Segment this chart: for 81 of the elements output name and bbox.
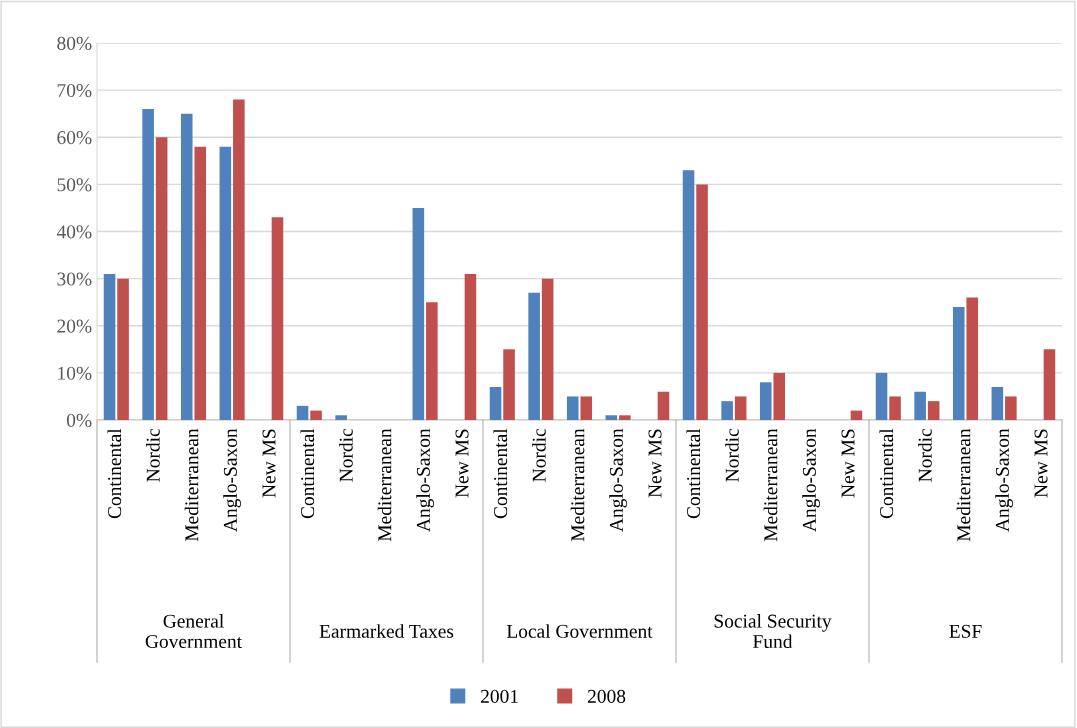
bar bbox=[142, 108, 154, 420]
y-tick-label: 70% bbox=[57, 83, 92, 98]
legend-label: 2008 bbox=[587, 689, 626, 703]
text: ESF bbox=[949, 624, 982, 638]
text: General Government bbox=[145, 614, 242, 649]
bar bbox=[927, 401, 940, 420]
x-tick-label: Continental bbox=[493, 428, 508, 519]
x-tick-label: Mediterranean bbox=[570, 428, 585, 542]
bar bbox=[721, 401, 733, 420]
text: Local Government bbox=[506, 624, 653, 638]
bar bbox=[503, 349, 515, 420]
x-tick-label: New MS bbox=[648, 429, 662, 498]
bar bbox=[194, 146, 207, 420]
bar bbox=[296, 405, 309, 420]
bar bbox=[875, 372, 888, 420]
x-tick-label: Anglo-Saxon bbox=[802, 428, 820, 532]
y-tick-label: 10% bbox=[58, 366, 92, 380]
bar bbox=[734, 396, 747, 420]
bar bbox=[657, 391, 670, 420]
bar bbox=[605, 415, 618, 420]
y-tick-label: 40% bbox=[56, 225, 92, 239]
bar bbox=[696, 184, 708, 420]
bar bbox=[233, 99, 245, 420]
x-tick-label: Mediterranean bbox=[956, 428, 971, 542]
bar bbox=[991, 387, 1004, 420]
bar bbox=[271, 217, 284, 420]
x-tick-label: Continental bbox=[107, 428, 122, 519]
bar bbox=[889, 396, 901, 420]
bar bbox=[310, 410, 322, 420]
x-tick-label: Mediterranean bbox=[184, 428, 199, 542]
bar bbox=[117, 278, 129, 420]
x-tick-label: Nordic bbox=[146, 428, 160, 482]
x-tick-label: New MS bbox=[1034, 429, 1048, 498]
bar bbox=[103, 273, 116, 420]
text: Earmarked Taxes bbox=[319, 624, 454, 638]
bar bbox=[335, 415, 347, 420]
bar bbox=[619, 415, 631, 420]
bar bbox=[850, 410, 863, 420]
bar bbox=[426, 302, 438, 420]
x-tick-label: Nordic bbox=[532, 428, 546, 482]
x-tick-label: New MS bbox=[841, 429, 855, 498]
x-tick-label: Anglo-Saxon bbox=[609, 428, 627, 532]
x-tick-label: Anglo-Saxon bbox=[223, 428, 241, 532]
y-tick-label: 20% bbox=[57, 319, 92, 333]
bar bbox=[155, 137, 168, 420]
legend-label: 2001 bbox=[481, 689, 518, 703]
bar bbox=[1005, 396, 1017, 420]
y-tick-label: 0% bbox=[66, 413, 92, 427]
bar bbox=[464, 273, 477, 420]
bar bbox=[580, 396, 593, 420]
bar bbox=[219, 146, 232, 420]
bar bbox=[773, 372, 786, 420]
text: Social Security Fund bbox=[714, 613, 832, 649]
x-tick-label: Anglo-Saxon bbox=[416, 428, 434, 532]
x-tick-label: Continental bbox=[300, 428, 315, 519]
x-tick-label: Anglo-Saxon bbox=[995, 428, 1013, 532]
y-tick-label: 60% bbox=[57, 131, 92, 145]
bar bbox=[180, 113, 193, 420]
bar bbox=[914, 391, 926, 420]
bar bbox=[541, 278, 554, 420]
y-tick-label: 30% bbox=[57, 272, 92, 286]
bar bbox=[759, 382, 772, 420]
bar bbox=[566, 396, 579, 420]
x-tick-label: Nordic bbox=[339, 428, 353, 482]
x-tick-label: Continental bbox=[686, 428, 701, 519]
x-tick-label: Mediterranean bbox=[763, 428, 778, 542]
x-tick-label: Continental bbox=[879, 428, 894, 519]
x-tick-label: Mediterranean bbox=[377, 428, 392, 542]
x-tick-label: Nordic bbox=[725, 428, 739, 482]
bar bbox=[952, 306, 965, 420]
bar bbox=[489, 387, 502, 420]
bar bbox=[1043, 349, 1056, 420]
y-tick-label: 50% bbox=[57, 178, 92, 192]
bar bbox=[528, 292, 540, 420]
bar bbox=[966, 297, 979, 420]
x-tick-label: New MS bbox=[455, 429, 469, 498]
x-tick-label: Nordic bbox=[918, 428, 932, 482]
x-tick-label: New MS bbox=[262, 429, 276, 498]
bar bbox=[682, 170, 695, 420]
y-tick-label: 80% bbox=[57, 36, 92, 50]
bar bbox=[412, 207, 425, 420]
